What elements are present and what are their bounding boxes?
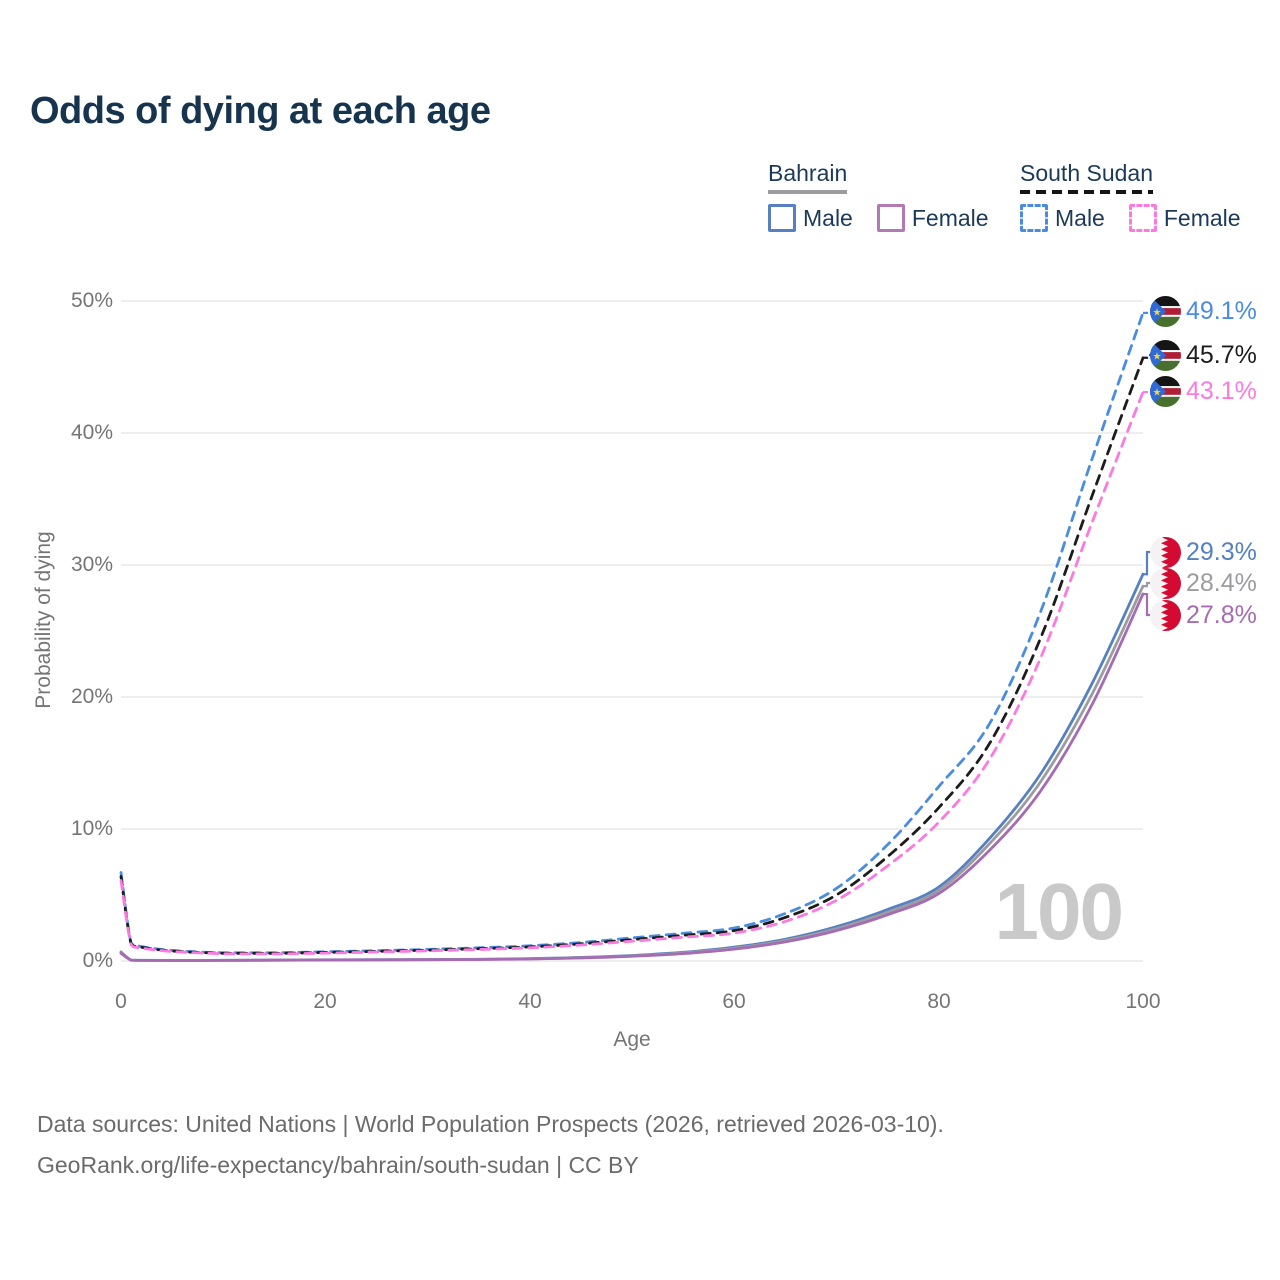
x-tick-100: 100: [1125, 990, 1161, 1013]
legend-item-south-sudan-male[interactable]: Male: [1020, 204, 1105, 232]
bahrain-flag-icon: [1150, 567, 1181, 599]
end-label-south-sudan-female: ★ 43.1%: [1150, 375, 1257, 407]
end-value: 28.4%: [1186, 568, 1257, 597]
x-tick-80: 80: [927, 990, 951, 1013]
y-tick-30: 30%: [70, 553, 113, 576]
south-sudan-flag-icon: ★: [1150, 295, 1181, 327]
legend-item-south-sudan-female[interactable]: Female: [1128, 204, 1241, 232]
legend-label: Female: [1163, 204, 1241, 231]
south-sudan-female-swatch-icon: [1128, 204, 1157, 232]
y-tick-50: 50%: [70, 289, 113, 312]
end-value: 45.7%: [1186, 340, 1257, 369]
series-line-1: [119, 356, 1145, 955]
x-tick-40: 40: [518, 990, 542, 1013]
end-label-south-sudan-both: ★ 45.7%: [1150, 339, 1257, 371]
y-tick-0: 0%: [82, 949, 113, 972]
x-tick-20: 20: [313, 990, 337, 1013]
series-line-2: [119, 390, 1145, 956]
x-axis-title: Age: [613, 1028, 651, 1051]
data-source-note: Data sources: United Nations | World Pop…: [37, 1111, 944, 1137]
footer: Data sources: United Nations | World Pop…: [37, 1104, 944, 1186]
south-sudan-line-style-sample: [1020, 190, 1154, 194]
x-tick-60: 60: [722, 990, 746, 1013]
end-value: 29.3%: [1186, 537, 1257, 566]
bahrain-female-swatch-icon: [876, 204, 905, 232]
bahrain-male-swatch-icon: [768, 204, 796, 232]
y-tick-40: 40%: [70, 421, 113, 444]
y-tick-10: 10%: [70, 817, 113, 840]
y-tick-20: 20%: [70, 685, 113, 708]
y-axis-title: Probability of dying: [32, 531, 55, 709]
age-counter-watermark: 100: [994, 867, 1124, 956]
end-value: 49.1%: [1186, 296, 1257, 325]
attribution-note: GeoRank.org/life-expectancy/bahrain/sout…: [37, 1152, 639, 1178]
bahrain-flag-icon: [1150, 536, 1181, 568]
legend-group-bahrain: Bahrain Male Female: [768, 160, 989, 232]
end-label-bahrain-male: 29.3%: [1150, 536, 1257, 568]
south-sudan-flag-icon: ★: [1150, 339, 1181, 371]
end-value: 43.1%: [1186, 376, 1257, 405]
end-label-south-sudan-male: ★ 49.1%: [1150, 295, 1257, 327]
south-sudan-flag-icon: ★: [1150, 375, 1181, 407]
legend-label: Female: [911, 204, 989, 231]
bahrain-line-style-sample: [768, 190, 848, 194]
legend-item-bahrain-male[interactable]: Male: [768, 204, 853, 232]
legend-title-bahrain: Bahrain: [768, 160, 848, 186]
x-tick-0: 0: [115, 990, 127, 1013]
end-value: 27.8%: [1186, 600, 1257, 629]
series-line-0: [119, 311, 1145, 955]
svg-text:★: ★: [1153, 307, 1162, 318]
legend-item-bahrain-female[interactable]: Female: [876, 204, 989, 232]
legend-label: Male: [803, 204, 853, 231]
svg-text:★: ★: [1153, 387, 1162, 398]
end-label-bahrain-both: 28.4%: [1150, 567, 1257, 599]
legend-label: Male: [1055, 204, 1105, 231]
end-label-bahrain-female: 27.8%: [1150, 599, 1257, 631]
bahrain-flag-icon: [1150, 599, 1181, 631]
page-title: Odds of dying at each age: [30, 90, 491, 132]
legend-title-south-sudan: South Sudan: [1020, 160, 1154, 186]
svg-text:★: ★: [1153, 351, 1162, 362]
south-sudan-male-swatch-icon: [1020, 204, 1048, 232]
legend-group-south-sudan: South Sudan Male Female: [1020, 160, 1241, 232]
